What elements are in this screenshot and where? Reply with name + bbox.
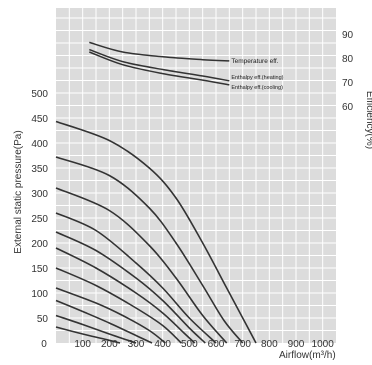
y2-tick-label: 60 bbox=[342, 102, 354, 113]
pressure-curve-6 bbox=[55, 247, 196, 344]
pressure-curve-7 bbox=[55, 267, 182, 344]
y-axis-title: External static pressure(Pa) bbox=[13, 130, 24, 253]
pressure-curve-8 bbox=[55, 287, 166, 344]
y-tick-label: 500 bbox=[31, 89, 48, 100]
y-axis-ticks: 50 100 150 200 250 300 350 400 450 500 bbox=[31, 89, 48, 325]
x-tick-label: 300 bbox=[128, 339, 145, 350]
y-tick-label: 250 bbox=[31, 214, 48, 225]
y-tick-label: 50 bbox=[37, 314, 49, 325]
x-tick-label: 500 bbox=[181, 339, 198, 350]
pressure-curve-3 bbox=[55, 187, 228, 344]
pressure-curve-1 bbox=[55, 120, 257, 344]
x-axis-title: Airflow(m³/h) bbox=[279, 350, 336, 361]
pressure-curve-11 bbox=[55, 326, 121, 344]
y-tick-label: 100 bbox=[31, 289, 48, 300]
grid bbox=[56, 8, 336, 343]
y2-tick-label: 80 bbox=[342, 54, 354, 65]
plot-background bbox=[56, 8, 336, 343]
pressure-curves bbox=[55, 120, 257, 344]
pressure-curve-2 bbox=[55, 156, 244, 344]
y-tick-label: 450 bbox=[31, 114, 48, 125]
y-tick-label: 400 bbox=[31, 139, 48, 150]
y2-axis-title: Efficiency(%) bbox=[364, 91, 372, 149]
pressure-curve-10 bbox=[55, 314, 137, 344]
y2-axis-ticks: 60 70 80 90 bbox=[342, 30, 354, 113]
efficiency-label-2: Enthalpy eff.(heating) bbox=[231, 75, 283, 81]
x-tick-label: 1000 bbox=[312, 339, 335, 350]
x-tick-label: 800 bbox=[261, 339, 278, 350]
x-tick-label: 400 bbox=[154, 339, 171, 350]
y2-tick-label: 90 bbox=[342, 30, 354, 41]
y-tick-label: 150 bbox=[31, 264, 48, 275]
x-tick-label: 900 bbox=[288, 339, 305, 350]
x-tick-label: 600 bbox=[208, 339, 225, 350]
pressure-curve-4 bbox=[55, 212, 217, 344]
x-tick-label: 200 bbox=[101, 339, 118, 350]
x-axis-ticks: 0 100 200 300 400 500 600 700 800 900 1000 bbox=[41, 339, 334, 350]
efficiency-curve-3 bbox=[89, 51, 230, 86]
efficiency-curves: Temperature eff. Enthalpy eff.(heating) En… bbox=[89, 41, 284, 91]
efficiency-curve-2 bbox=[89, 48, 230, 82]
pressure-curve-5 bbox=[55, 231, 206, 344]
y-tick-label: 200 bbox=[31, 239, 48, 250]
x-tick-label: 100 bbox=[74, 339, 91, 350]
x-tick-label: 700 bbox=[234, 339, 251, 350]
pressure-curve-9 bbox=[55, 299, 153, 344]
y-tick-label: 300 bbox=[31, 189, 48, 200]
x-tick-label: 0 bbox=[41, 339, 47, 350]
efficiency-label-1: Temperature eff. bbox=[231, 58, 278, 65]
y-tick-label: 350 bbox=[31, 164, 48, 175]
efficiency-label-3: Enthalpy eff.(cooling) bbox=[231, 85, 283, 91]
efficiency-curve-1 bbox=[89, 41, 230, 62]
y2-tick-label: 70 bbox=[342, 78, 354, 89]
